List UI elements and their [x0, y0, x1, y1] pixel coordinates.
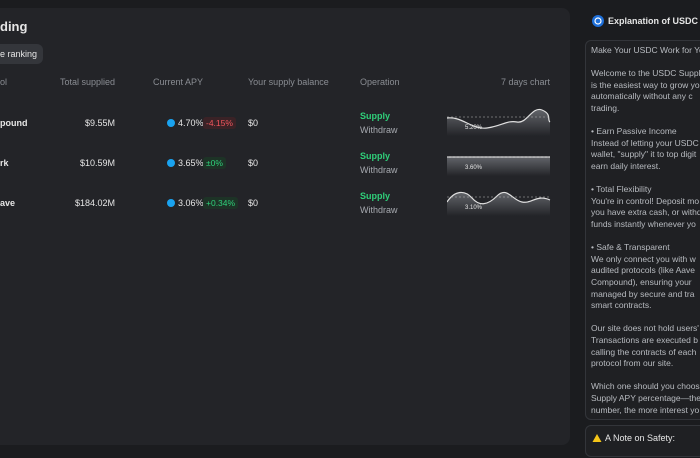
column-header: ol [0, 77, 8, 87]
explanation-line: protocol from our site. [591, 358, 674, 369]
explanation-line: smart contracts. [591, 300, 652, 311]
column-header: Operation [360, 77, 400, 87]
explanation-line: Which one should you choos [591, 381, 700, 392]
explanation-line: • Total Flexibility [591, 184, 652, 195]
withdraw-button[interactable]: Withdraw [360, 205, 398, 215]
explanation-line: Supply APY percentage—the [591, 393, 700, 403]
markets-panel [0, 8, 570, 445]
protocol-name: rk [0, 158, 9, 168]
supply-button[interactable]: Supply [360, 111, 391, 121]
apy-change: -4.15% [203, 117, 236, 129]
apy-dot [167, 159, 175, 167]
total-supplied: $9.55M [84, 118, 115, 128]
explanation-line: number, the more interest yo [591, 404, 700, 415]
explanation-title: Explanation of USDC Sup [608, 16, 700, 26]
explanation-line: Instead of letting your USDC [591, 137, 699, 148]
explanation-box [585, 40, 700, 420]
total-supplied: $184.02M [74, 198, 115, 208]
warning-icon [592, 434, 602, 442]
supply-balance: $0 [248, 158, 259, 168]
protocol-name: pound [0, 118, 28, 128]
sparkline [447, 108, 551, 136]
explanation-line: Our site does not hold users' [591, 323, 699, 334]
note-title: A Note on Safety: [605, 433, 676, 443]
current-apy: 3.65% [178, 158, 204, 168]
column-header: Your supply balance [248, 77, 329, 87]
ranking-button[interactable]: e ranking [0, 44, 44, 64]
column-header: Current APY [153, 77, 204, 87]
total-supplied: $10.59M [79, 158, 115, 168]
supply-button[interactable]: Supply [360, 191, 391, 201]
current-apy: 4.70% [178, 118, 204, 128]
column-header: Total supplied [59, 77, 115, 87]
supply-button[interactable]: Supply [360, 151, 391, 161]
supply-balance: $0 [248, 118, 259, 128]
explanation-line: is the easiest way to grow yo [591, 79, 700, 90]
explanation-panel: Explanation of USDC Sup Make Your USDC W… [585, 8, 700, 458]
explanation-line: managed by secure and tra [591, 288, 695, 299]
explanation-line: earn daily interest. [591, 161, 661, 171]
supply-balance: $0 [248, 198, 259, 208]
explanation-line: audited protocols (like Aave [591, 265, 695, 276]
column-header: 7 days chart [500, 77, 550, 87]
info-icon [592, 15, 604, 27]
explanation-line: calling the contracts of each [591, 346, 697, 357]
explanation-line: Make Your USDC Work for Yo [591, 45, 700, 55]
chart-label: 3.10% [465, 205, 483, 211]
explanation-line: You're in control! Deposit mo [591, 195, 700, 206]
apy-dot [167, 119, 175, 127]
sparkline [447, 191, 551, 216]
explanation-line: you have extra cash, or withd [591, 207, 700, 218]
withdraw-button[interactable]: Withdraw [360, 165, 398, 175]
page-title: ding [0, 19, 28, 34]
explanation-line: Transactions are executed b [591, 335, 698, 345]
current-apy: 3.06% [178, 198, 204, 208]
explanation-line: We only connect you with w [591, 253, 696, 264]
explanation-line: trading. [591, 103, 620, 113]
explanation-line: automatically without any c [591, 91, 693, 102]
apy-change: +0.34% [203, 197, 239, 209]
explanation-line: funds instantly whenever yo [591, 219, 696, 229]
explanation-line: Compound), ensuring your [591, 277, 692, 287]
apy-change: ±0% [203, 157, 226, 169]
protocol-name: ave [0, 198, 16, 208]
withdraw-button[interactable]: Withdraw [360, 125, 398, 135]
apy-dot [167, 199, 175, 207]
explanation-line: wallet, "supply" it to top digit [591, 149, 697, 160]
chart-label: 5.20% [465, 125, 483, 131]
chart-label: 3.60% [465, 165, 483, 171]
sparkline [447, 156, 550, 176]
explanation-line: Welcome to the USDC Supply [591, 68, 700, 79]
explanation-line: • Safe & Transparent [591, 242, 670, 253]
explanation-line: • Earn Passive Income [591, 126, 677, 137]
